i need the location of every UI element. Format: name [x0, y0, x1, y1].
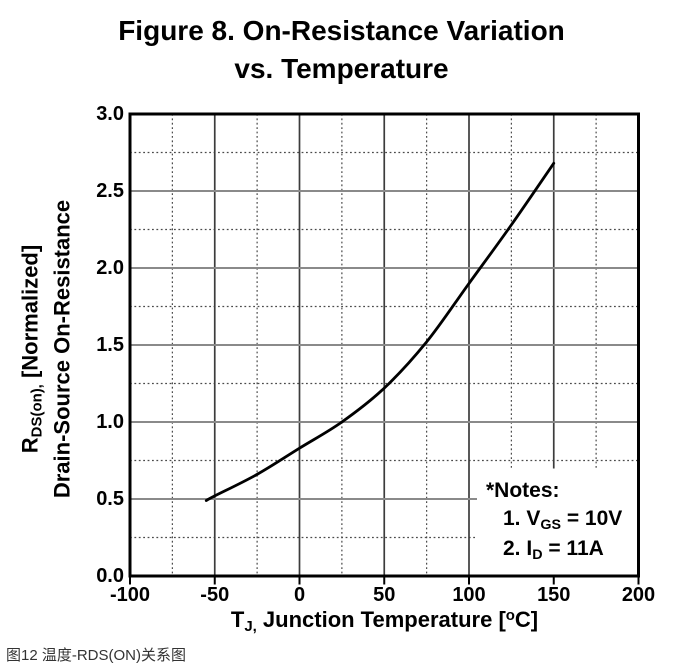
note-2-subscript: D: [532, 546, 543, 563]
y-tick-label: 1.5: [96, 334, 124, 356]
note-1-text: 1. V: [503, 507, 541, 530]
notes-annotation: *Notes: 1. VGS = 10V 2. ID = 11A: [486, 477, 622, 565]
note-1-subscript: GS: [540, 516, 561, 533]
note-2-text: 2. I: [503, 537, 533, 560]
x-tick-label: -50: [200, 584, 230, 606]
x-tick-label: -100: [109, 584, 151, 606]
x-label-text: Junction Temperature: [256, 607, 499, 632]
x-tick-label: 100: [452, 584, 486, 606]
y-axis-label-line1: RDS(on), [Normalized]: [16, 200, 48, 498]
x-label-open-bracket: [: [498, 607, 506, 632]
notes-items: 1. VGS = 10V 2. ID = 11A: [486, 505, 622, 565]
y-tick-label: 0.5: [96, 488, 124, 510]
x-label-subscript: J,: [244, 617, 257, 635]
notes-backdrop: [477, 468, 637, 575]
x-tick-label: 0: [293, 584, 306, 606]
y-tick-label: 0.0: [96, 565, 124, 587]
chart-title-line1: Figure 8. On-Resistance Variation: [118, 15, 565, 46]
chart-title-line2: vs. Temperature: [234, 53, 449, 84]
y-label-subscript: DS(on),: [28, 384, 46, 438]
y-tick-label: 2.0: [96, 257, 124, 279]
figure-caption: 图12 温度-RDS(ON)关系图: [6, 647, 187, 664]
note-item-1: 1. VGS = 10V: [503, 505, 622, 535]
x-tick-label: 50: [373, 584, 396, 606]
x-tick-label: 200: [621, 584, 656, 606]
x-label-close-bracket: ]: [530, 607, 539, 632]
y-tick-label: 1.0: [96, 411, 124, 433]
x-label-unit: C: [514, 607, 531, 632]
note-1-value: = 10V: [560, 507, 623, 530]
x-label-degree-superscript: o: [505, 606, 515, 624]
x-tick-label: 150: [537, 584, 571, 606]
x-axis-label: TJ, Junction Temperature [oC]: [130, 606, 639, 635]
notes-heading: *Notes:: [486, 479, 560, 502]
note-item-2: 2. ID = 11A: [503, 535, 622, 565]
plot-frame: [128, 112, 640, 578]
note-2-value: = 11A: [542, 537, 604, 560]
x-label-symbol: T: [230, 607, 245, 632]
data-curve-rdson: [204, 161, 556, 502]
y-tick-label: 2.5: [96, 180, 124, 202]
y-label-symbol: R: [17, 437, 43, 454]
y-label-suffix: [Normalized]: [17, 244, 43, 385]
y-tick-label: 3.0: [96, 103, 124, 125]
chart-title: Figure 8. On-Resistance Variation vs. Te…: [0, 12, 683, 88]
